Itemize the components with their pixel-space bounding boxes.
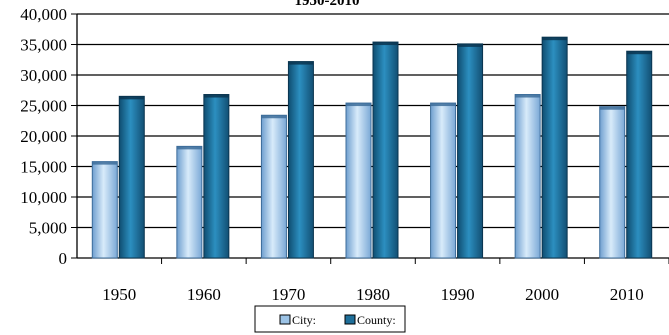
x-tick-label: 1980 bbox=[356, 285, 390, 304]
bar-county-1980-cap bbox=[373, 42, 398, 46]
bar-county-1960 bbox=[203, 94, 230, 259]
tick-labels: 0 5,000 10,000 15,000 20,000 25,000 30,000 35,0… bbox=[20, 5, 643, 304]
legend-swatch-county bbox=[344, 314, 356, 325]
bar-city-1960-cap bbox=[176, 146, 202, 150]
bar-city-2010 bbox=[599, 106, 626, 259]
y-tick-label: 5,000 bbox=[29, 219, 67, 238]
x-tick-label: 2010 bbox=[610, 285, 644, 304]
bar-county-1980 bbox=[372, 41, 399, 259]
x-tick-label: 1990 bbox=[441, 285, 475, 304]
bar-county-1990 bbox=[457, 43, 484, 259]
bar-city-1980 bbox=[345, 102, 372, 259]
x-tick-label: 1970 bbox=[271, 285, 305, 304]
bar-city-2000 bbox=[514, 94, 541, 259]
bar-city-1960 bbox=[176, 145, 203, 259]
y-tick-label: 35,000 bbox=[20, 36, 67, 55]
bar-county-1950-cap bbox=[119, 96, 145, 100]
y-tick-label: 25,000 bbox=[20, 97, 67, 116]
bar-county-2000 bbox=[541, 36, 568, 259]
bar-city-1970 bbox=[260, 114, 287, 259]
bar-county-1950 bbox=[118, 95, 145, 259]
legend-label-county: County: bbox=[357, 313, 396, 327]
x-tick-label: 1950 bbox=[102, 285, 136, 304]
legend: City: County: bbox=[254, 305, 406, 333]
y-tick-label: 40,000 bbox=[20, 5, 67, 24]
bar-county-1990-cap bbox=[457, 43, 483, 47]
bar-city-2010-cap bbox=[599, 106, 625, 110]
legend-label-city: City: bbox=[292, 313, 316, 327]
bar-city-1980-cap bbox=[346, 103, 371, 107]
x-tick-label: 2000 bbox=[525, 285, 559, 304]
y-tick-label: 0 bbox=[59, 249, 68, 268]
bar-city-1990-cap bbox=[430, 103, 456, 107]
chart-title: 1950-2010 bbox=[295, 0, 360, 9]
bar-city-1950 bbox=[91, 161, 118, 259]
bar-city-1990 bbox=[430, 102, 457, 259]
bar-county-2010 bbox=[626, 50, 653, 259]
x-tick-label: 1960 bbox=[187, 285, 221, 304]
bar-county-2000-cap bbox=[542, 37, 568, 41]
y-tick-label: 20,000 bbox=[20, 127, 67, 146]
y-tick-label: 30,000 bbox=[20, 66, 67, 85]
bar-city-2000-cap bbox=[515, 94, 541, 98]
bar-county-1960-cap bbox=[203, 94, 229, 98]
bar-county-1970-cap bbox=[288, 61, 314, 65]
bar-city-1950-cap bbox=[92, 161, 118, 165]
legend-swatch-city bbox=[279, 314, 291, 325]
bar-county-2010-cap bbox=[626, 51, 652, 55]
bar-county-1970 bbox=[287, 61, 314, 259]
y-tick-label: 10,000 bbox=[20, 188, 67, 207]
bar-city-1970-cap bbox=[261, 115, 287, 119]
bars bbox=[91, 36, 653, 259]
y-tick-label: 15,000 bbox=[20, 158, 67, 177]
